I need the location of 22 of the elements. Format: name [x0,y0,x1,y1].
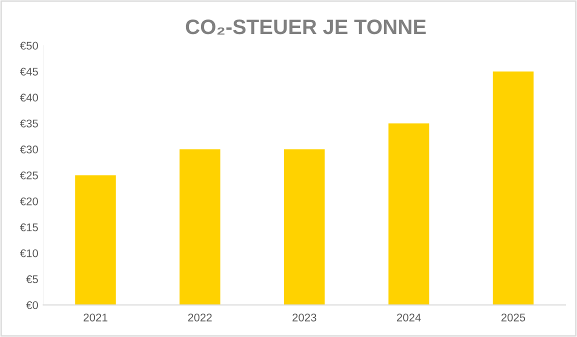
bar [492,71,534,305]
y-tick-label: €25 [20,172,38,180]
x-tick-label: 2025 [501,314,526,322]
y-tick-label: €40 [20,94,38,102]
bar [284,149,325,305]
chart-title: CO₂-STEUER JE TONNE [186,19,426,35]
bar [388,123,430,305]
bar [180,149,220,305]
y-tick-label: €20 [20,197,38,206]
y-tick-label: €30 [20,146,38,154]
x-tick-label: 2021 [84,314,108,322]
y-tick-label: €35 [20,120,38,128]
y-tick-label: €5 [26,275,38,284]
y-tick-label: €15 [20,223,38,232]
y-tick-label: €0 [26,301,38,310]
x-tick-label: 2022 [188,314,212,322]
x-tick-label: 2024 [397,314,421,322]
x-tick-label: 2023 [292,314,316,322]
y-tick-label: €50 [20,42,38,50]
bar [75,175,116,305]
y-tick-label: €45 [20,68,38,76]
y-tick-label: €10 [20,249,38,258]
